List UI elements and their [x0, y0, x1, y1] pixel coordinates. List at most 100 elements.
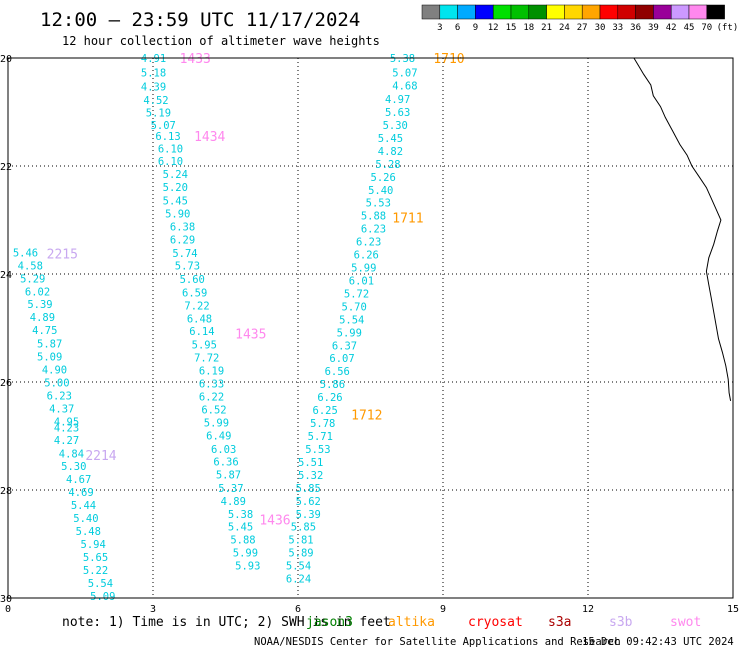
colorbar-label: 45: [684, 23, 695, 33]
colorbar-swatch: [421, 4, 441, 20]
satellite-label: swot: [670, 615, 701, 630]
y-tick-label: 24: [0, 270, 12, 281]
data-label: 4.91: [141, 53, 166, 65]
satellite-label: altika: [388, 615, 435, 630]
colorbar-swatch: [528, 4, 547, 20]
data-label: 5.72: [344, 288, 369, 300]
data-label: 4.89: [30, 312, 55, 324]
colorbar-swatch: [439, 4, 458, 20]
data-label: 5.86: [320, 379, 345, 391]
data-label: 6.25: [313, 405, 338, 417]
data-label: 5.00: [44, 378, 69, 390]
satellite-legend: jason3 altika cryosat s3a s3b swot: [306, 615, 701, 630]
data-label: 5.51: [298, 457, 323, 469]
colorbar-label: 70: [701, 23, 712, 33]
colorbar-label: 42: [666, 23, 677, 33]
data-label: 5.38: [228, 509, 253, 521]
data-label: 5.19: [146, 108, 171, 120]
x-tick-label: 6: [295, 604, 301, 615]
coastline: [633, 57, 732, 401]
data-label: 4.75: [32, 325, 57, 337]
data-label: 4.97: [385, 94, 410, 106]
data-label: 5.44: [71, 500, 96, 512]
data-label: 5.09: [90, 591, 115, 603]
x-tick-label: 0: [5, 604, 11, 615]
data-label: 5.74: [172, 248, 197, 260]
data-label: 5.39: [27, 299, 52, 311]
data-label: 5.65: [83, 552, 108, 564]
data-label: 5.90: [165, 209, 190, 221]
data-label: 5.99: [351, 263, 376, 275]
colorbar-swatch: [599, 4, 619, 20]
colorbar-swatch: [564, 4, 583, 20]
data-label: 5.37: [218, 483, 243, 495]
colorbar-swatch: [510, 4, 530, 20]
colorbar-unit: (ft): [717, 23, 739, 33]
data-label: 5.45: [228, 522, 253, 534]
y-axis-ticks: 20 22 24 26 28 30: [0, 54, 12, 605]
data-label: 4.82: [378, 146, 403, 158]
data-label: 5.20: [163, 182, 188, 194]
data-label: 6.07: [329, 353, 354, 365]
colorbar-label: 15: [506, 23, 517, 33]
data-label: 5.07: [151, 120, 176, 132]
data-label: 4.58: [18, 260, 43, 272]
data-label: 5.54: [286, 561, 311, 573]
colorbar-legend: 3 6 9 12 15 18 21 24 27 30 33 36 39 42 45 70 (ft): [421, 4, 739, 33]
data-label: 6.10: [158, 144, 183, 156]
pass-label: 1710: [433, 52, 464, 67]
data-label: 4.27: [54, 435, 79, 447]
colorbar-label: 18: [523, 23, 534, 33]
pass-label: 2215: [47, 247, 78, 262]
y-tick-label: 28: [0, 486, 12, 497]
x-tick-label: 12: [582, 604, 594, 615]
data-label: 5.45: [163, 196, 188, 208]
data-label: 5.88: [230, 535, 255, 547]
data-label: 5.89: [288, 548, 313, 560]
data-label: 5.99: [337, 327, 362, 339]
data-label: 4.90: [42, 365, 67, 377]
data-label: 6.36: [213, 456, 238, 468]
data-label: 6.23: [356, 237, 381, 249]
y-tick-label: 20: [0, 54, 12, 65]
data-label: 5.62: [296, 496, 321, 508]
data-label: 5.32: [298, 470, 323, 482]
colorbar-label: 12: [488, 23, 499, 33]
pass-labels: 1433 1434 1435 1436 2215 2214 1710 1711 1712: [47, 52, 465, 529]
colorbar-label: 36: [630, 23, 641, 33]
data-label: 6.24: [286, 574, 311, 586]
colorbar-label: 33: [612, 23, 623, 33]
data-label: 5.94: [81, 539, 106, 551]
data-label: 5.28: [375, 159, 400, 171]
satellite-label: jason3: [306, 615, 353, 630]
data-label: 5.29: [20, 273, 45, 285]
colorbar-swatch: [617, 4, 636, 20]
data-label: 4.95: [54, 416, 79, 428]
pass-label: 1435: [235, 327, 266, 342]
data-label: 4.52: [143, 95, 168, 107]
data-label: 5.93: [235, 561, 260, 573]
data-label: 5.30: [61, 461, 86, 473]
data-label: 5.18: [141, 68, 166, 80]
data-label: 5.53: [305, 444, 330, 456]
data-label: 6.52: [201, 405, 226, 417]
data-label: 6.59: [182, 287, 207, 299]
data-label: 5.09: [37, 352, 62, 364]
data-label: 5.73: [175, 260, 200, 272]
data-label: 6.37: [332, 340, 357, 352]
data-label: 4.67: [66, 474, 91, 486]
data-label: 6.19: [199, 366, 224, 378]
data-label: 4.68: [392, 81, 417, 93]
data-label: 6.23: [361, 224, 386, 236]
data-label: 6.13: [155, 131, 180, 143]
data-label: 4.89: [221, 496, 246, 508]
x-tick-label: 9: [440, 604, 446, 615]
colorbar-label: 27: [577, 23, 588, 33]
data-label: 6.48: [187, 313, 212, 325]
data-label: 6.10: [158, 156, 183, 168]
chart-subtitle: 12 hour collection of altimeter wave hei…: [62, 34, 380, 48]
colorbar-label: 30: [595, 23, 606, 33]
data-label: 6.03: [211, 444, 236, 456]
pass-label: 1434: [194, 130, 225, 145]
